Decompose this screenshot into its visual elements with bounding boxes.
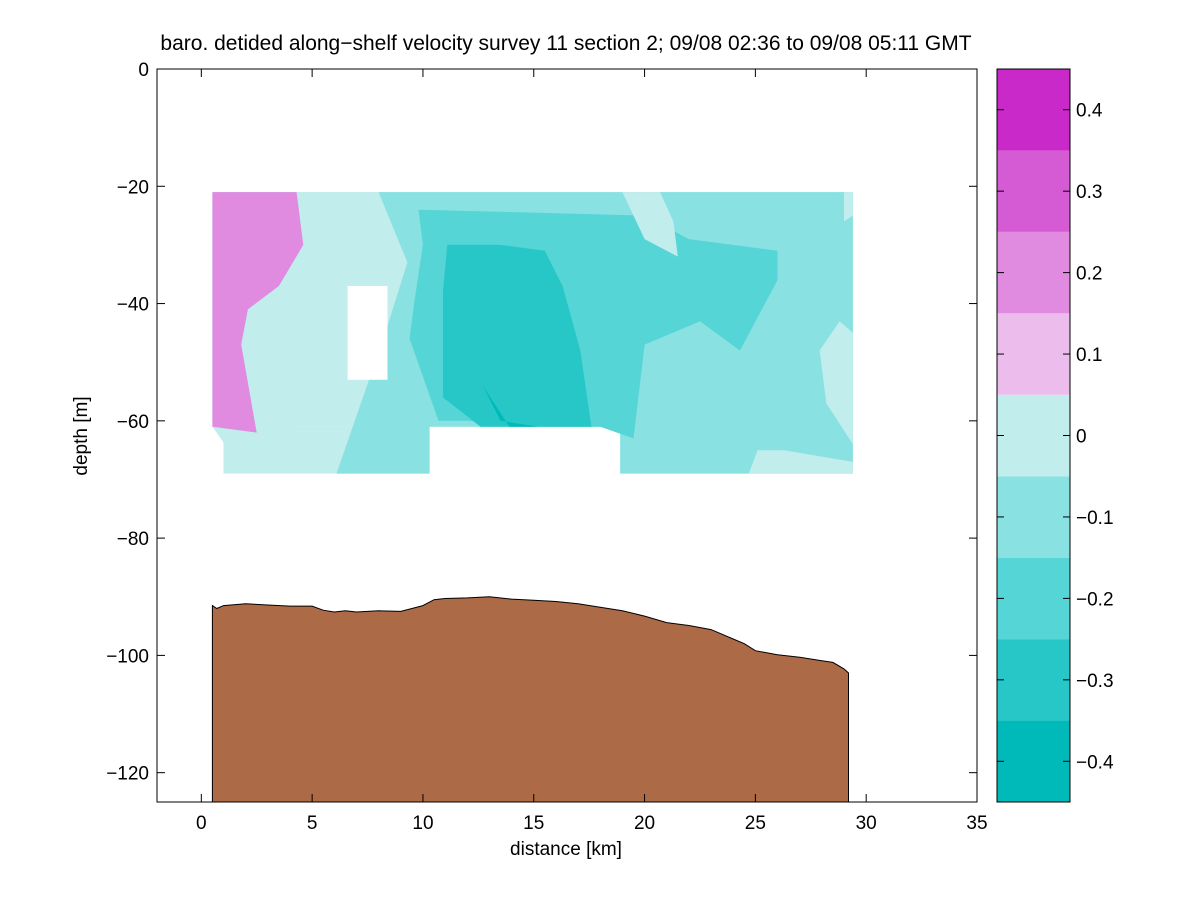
colorbar-band: [997, 476, 1070, 558]
colorbar-tick-label: 0.2: [1076, 264, 1102, 285]
x-axis-label: distance [km]: [510, 839, 622, 860]
data-layer: [211, 192, 853, 802]
velocity-contour-region: [748, 450, 853, 474]
y-tick-label: −40: [117, 295, 149, 316]
colorbar-band: [997, 639, 1070, 721]
x-tick-label: 35: [966, 813, 987, 834]
x-tick-label: 10: [412, 813, 433, 834]
plot-area: 0 5 10 15 20 25 30 35 0 −20 −40 −60 −80 −100 −120: [106, 60, 987, 834]
colorbar: 0.4 0.3 0.2 0.1 0 −0.1 −0.2 −0.3 −0.4: [996, 68, 1114, 803]
colorbar-band: [997, 720, 1070, 802]
x-tick-label: 5: [307, 813, 318, 834]
colorbar-tick-label: −0.1: [1076, 508, 1114, 529]
y-axis-label: depth [m]: [71, 396, 92, 475]
plot-frame: [156, 68, 978, 803]
y-tick-label: −100: [106, 646, 149, 667]
y-tick-label: −60: [117, 412, 149, 433]
x-tick-label: 0: [196, 813, 207, 834]
colorbar-tick-label: −0.3: [1076, 671, 1114, 692]
velocity-contour-region: [442, 244, 592, 427]
colorbar-tick-label: −0.4: [1076, 752, 1114, 773]
colorbar-tick-label: 0.3: [1076, 182, 1102, 203]
missing-data-gap: [347, 285, 388, 380]
colorbar-tick-label: 0: [1076, 427, 1087, 448]
colorbar-tick-label: −0.2: [1076, 589, 1114, 610]
colorbar-band: [997, 394, 1070, 477]
colorbar-frame: [996, 68, 1071, 803]
y-tick-label: −20: [117, 177, 149, 198]
colorbar-band: [997, 231, 1070, 314]
y-tick-label: −120: [106, 764, 149, 785]
colorbar-tick-label: 0.4: [1076, 101, 1103, 122]
x-tick-label: 25: [745, 813, 766, 834]
colorbar-band: [997, 69, 1070, 151]
axis-ticks: 0 5 10 15 20 25 30 35 0 −20 −40 −60 −80 −100 −120: [106, 60, 987, 834]
velocity-contour-region: [482, 385, 539, 427]
x-tick-label: 15: [523, 813, 544, 834]
bathymetry-seafloor: [211, 596, 849, 802]
x-tick-label: 20: [634, 813, 655, 834]
colorbar-bands: [997, 69, 1070, 802]
velocity-contour-region: [844, 192, 853, 222]
chart-title: baro. detided along−shelf velocity surve…: [160, 32, 971, 55]
velocity-contour-region: [622, 192, 678, 257]
y-tick-label: 0: [138, 60, 149, 81]
colorbar-ticks: 0.4 0.3 0.2 0.1 0 −0.1 −0.2 −0.3 −0.4: [997, 101, 1114, 773]
colorbar-tick-label: 0.1: [1076, 345, 1102, 366]
x-tick-label: 30: [856, 813, 877, 834]
y-tick-label: −80: [117, 529, 149, 550]
colorbar-band: [997, 313, 1070, 395]
velocity-contour-region: [819, 321, 853, 445]
velocity-contour-region: [212, 192, 304, 433]
colorbar-band: [997, 150, 1070, 232]
colorbar-band: [997, 557, 1070, 640]
